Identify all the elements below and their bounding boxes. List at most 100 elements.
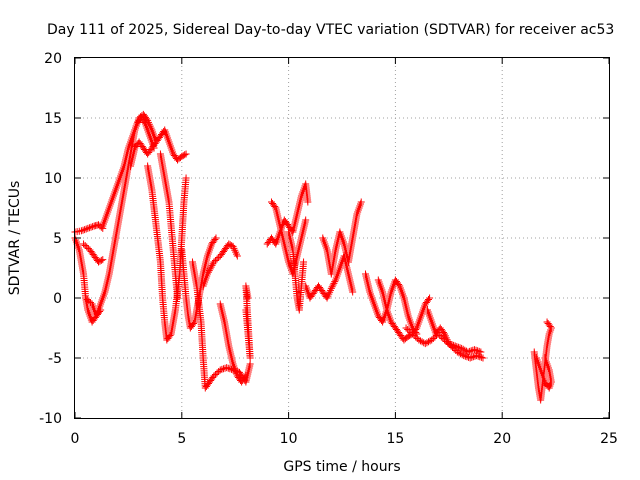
data-point: [543, 318, 551, 326]
series-arc: [216, 300, 250, 386]
data-point: [404, 326, 412, 333]
data-point: [81, 242, 89, 249]
data-point: [461, 346, 469, 354]
data-point: [82, 225, 90, 233]
data-point: [244, 294, 252, 302]
data-point: [329, 281, 337, 289]
data-point: [421, 340, 429, 348]
data-point: [81, 226, 89, 234]
series-arc: [71, 234, 105, 326]
data-point: [140, 119, 148, 126]
y-tick-label: -5: [48, 351, 62, 367]
data-point: [408, 330, 416, 338]
data-point: [179, 152, 187, 160]
data-point: [410, 332, 418, 339]
data-point: [233, 252, 241, 260]
series-arc: [530, 318, 555, 404]
data-point: [97, 256, 105, 264]
data-point: [412, 326, 420, 333]
x-axis-label: GPS time / hours: [283, 459, 400, 475]
data-point: [213, 255, 221, 263]
x-tick-label: 0: [71, 431, 80, 447]
data-point: [423, 339, 431, 347]
data-point: [330, 279, 338, 287]
series-arc: [402, 324, 487, 362]
data-point: [79, 226, 87, 234]
data-point: [463, 353, 471, 361]
x-tick-label: 10: [280, 431, 298, 447]
series-arc: [127, 126, 190, 170]
data-point: [445, 340, 453, 348]
data-point: [425, 338, 433, 346]
data-point: [458, 344, 466, 352]
data-point: [204, 268, 212, 276]
series-arc: [285, 228, 308, 314]
data-point: [211, 257, 219, 264]
series-arc: [319, 198, 365, 278]
data-point: [211, 371, 219, 378]
data-point: [402, 324, 410, 332]
data-point: [77, 227, 85, 235]
data-point: [455, 349, 463, 357]
data-point: [83, 243, 91, 251]
series-arc: [199, 240, 241, 290]
data-point: [226, 241, 234, 249]
series-arc: [268, 198, 310, 278]
series-arc: [80, 240, 107, 266]
data-point: [404, 332, 412, 340]
data-point: [451, 342, 459, 350]
data-point: [96, 257, 104, 265]
data-point: [225, 240, 233, 248]
data-point: [85, 224, 93, 232]
y-tick-label: 10: [44, 171, 62, 187]
data-point: [226, 365, 234, 373]
data-point: [223, 364, 231, 372]
data-point: [210, 372, 218, 380]
y-tick-label: 15: [44, 111, 62, 127]
data-point: [212, 234, 220, 242]
data-point: [467, 347, 475, 355]
y-tick-label: 5: [53, 231, 62, 247]
data-point: [241, 374, 249, 381]
data-point: [469, 353, 477, 361]
data-point: [544, 320, 552, 327]
y-tick-labels: -10 -5 0 5 10 15 20: [39, 51, 62, 427]
y-axis-label: SDTVAR / TECUs: [7, 181, 23, 296]
data-point: [464, 348, 472, 356]
data-point: [466, 347, 474, 355]
data-point: [541, 354, 549, 362]
data-point: [468, 353, 476, 361]
data-point: [87, 223, 95, 231]
data-point: [203, 270, 211, 278]
data-point: [457, 350, 465, 358]
data-point: [213, 369, 221, 377]
data-point: [224, 364, 232, 372]
series-arc: [423, 306, 485, 356]
data-point: [405, 327, 413, 335]
data-point: [84, 224, 92, 232]
data-point: [472, 346, 480, 354]
data-point: [428, 336, 436, 344]
data-point: [219, 365, 227, 373]
data-point: [425, 296, 433, 303]
data-point: [208, 261, 216, 269]
data-point: [458, 351, 466, 359]
data-point: [327, 284, 335, 292]
data-point: [407, 329, 415, 336]
data-point: [453, 343, 461, 351]
data-point: [206, 265, 214, 273]
data-point: [331, 278, 339, 286]
data-point: [181, 151, 189, 159]
x-tick-label: 15: [386, 431, 404, 447]
data-point: [300, 258, 308, 266]
data-point: [328, 283, 336, 291]
data-point: [474, 347, 482, 355]
y-tick-label: -10: [39, 411, 62, 427]
data-point: [82, 294, 90, 302]
series-arc: [71, 221, 107, 236]
data-point: [460, 352, 468, 360]
data-point: [473, 352, 481, 360]
data-point: [174, 294, 182, 302]
series-arc: [532, 354, 555, 392]
